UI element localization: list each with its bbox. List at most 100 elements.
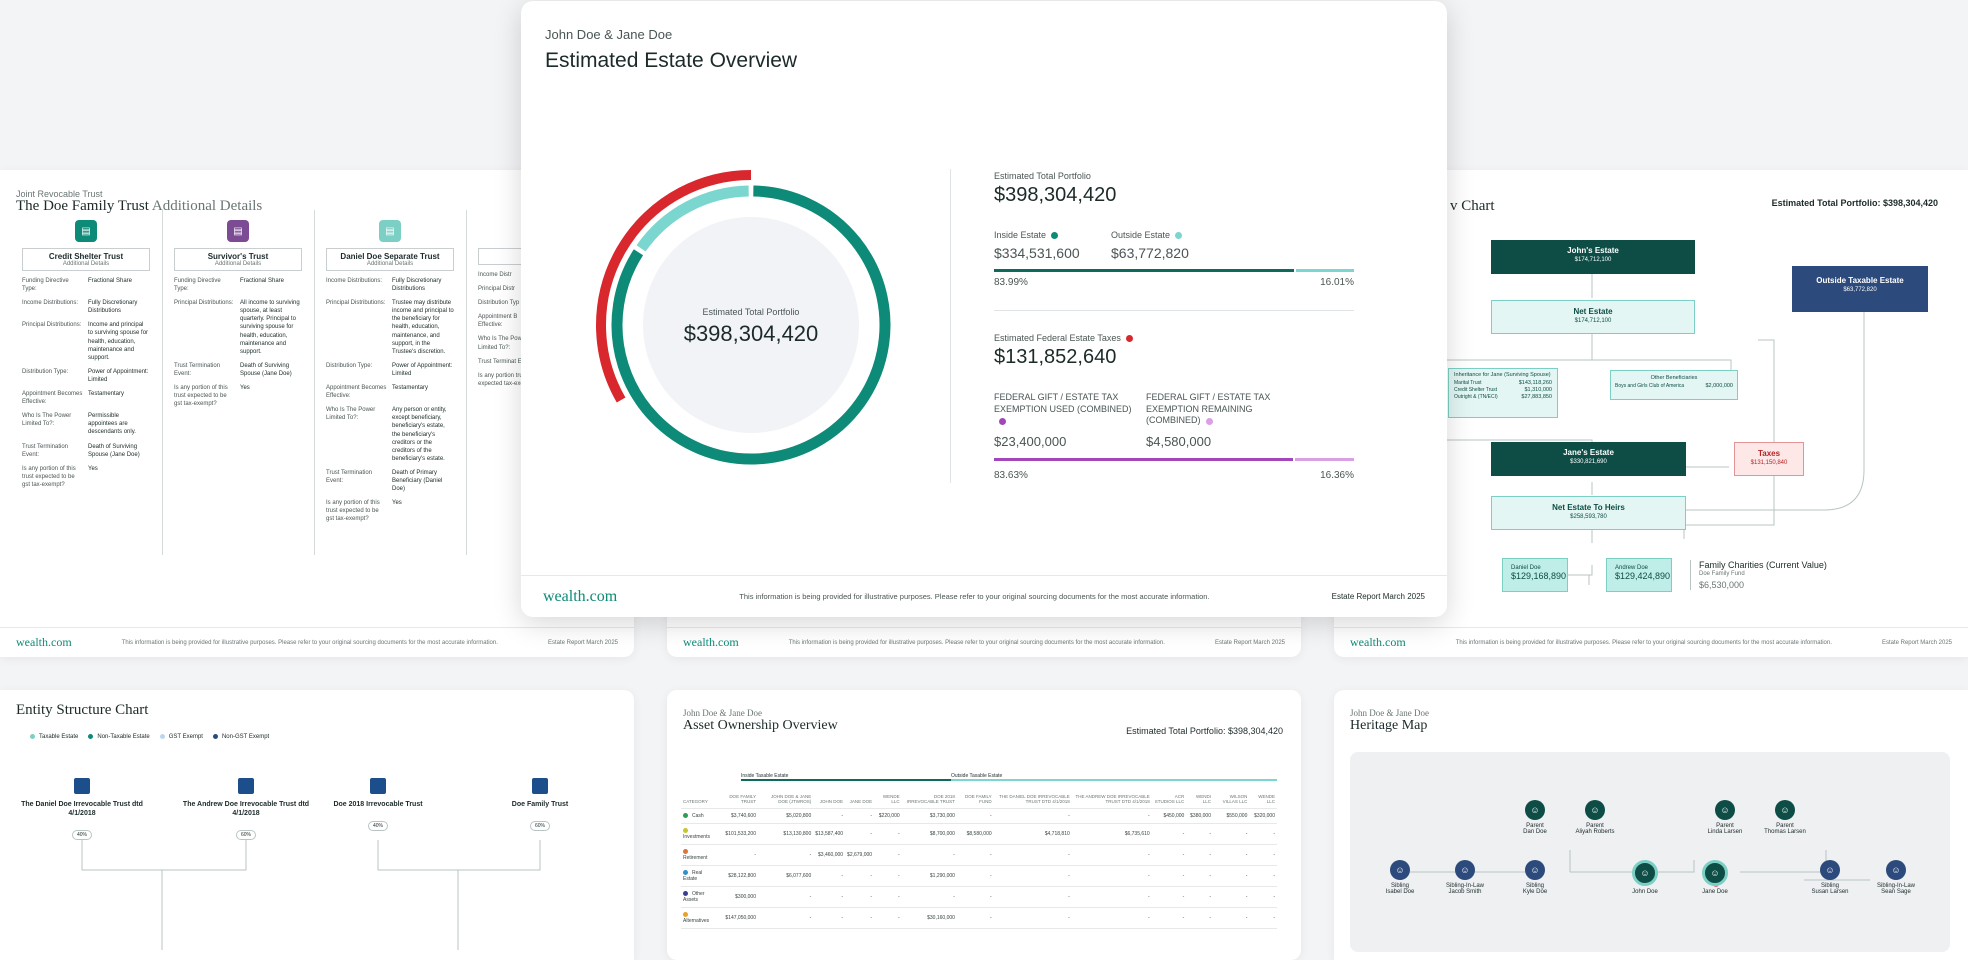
person-node[interactable]: ☺ Parent Aliyah Roberts xyxy=(1560,800,1630,835)
table-cell: $30,160,000 xyxy=(901,907,957,929)
janes-estate-box[interactable]: Jane's Estate $330,821,690 xyxy=(1491,442,1686,476)
person-node[interactable]: ☺ Sibling-In-Law Sean Sage xyxy=(1861,860,1931,895)
person-node[interactable]: ☺ Jane Doe xyxy=(1680,860,1750,895)
person-node[interactable]: ☺ Sibling Susan Larsen xyxy=(1795,860,1865,895)
table-cell: $3,730,000 xyxy=(901,808,957,824)
table-cell: - xyxy=(1071,844,1152,866)
inside-dot xyxy=(1051,232,1059,240)
person-node[interactable]: ☺ Parent Thomas Larsen xyxy=(1750,800,1820,835)
trust-detail-key: Appointment Becomes Effective: xyxy=(22,391,83,406)
entity-node[interactable]: Doe 2018 Irrevocable Trust 40% xyxy=(308,778,448,832)
table-cell: $13,587,400 xyxy=(813,823,846,845)
table-cell: - xyxy=(758,907,814,929)
taxes-box[interactable]: Taxes $131,150,840 xyxy=(1734,442,1804,476)
table-header-cell: ACR STUDIOS LLC xyxy=(1151,790,1187,809)
table-row[interactable]: Real Estate $28,122,800 $6,077,600- - - $1,29… xyxy=(681,865,1277,887)
heirs-box[interactable]: Net Estate To Heirs $258,593,780 xyxy=(1491,496,1686,530)
trust-name: Daniel Doe Separate Trust xyxy=(340,252,440,261)
trust-name-box[interactable]: Credit Shelter Trust Additional Details xyxy=(22,248,150,271)
inheritance-amount: $1,310,000 xyxy=(1524,387,1552,393)
person-name: Susan Larsen xyxy=(1811,889,1849,895)
category-label: Alternatives xyxy=(683,918,710,924)
entity-pct: 60% xyxy=(235,830,256,841)
table-cell: - xyxy=(901,844,957,866)
outside-estate-amount: $63,772,820 xyxy=(1843,287,1877,293)
taxes-amount: $131,150,840 xyxy=(1750,460,1788,466)
category-cell: Cash xyxy=(681,808,718,824)
trust-detail-row: Appointment Becomes Effective: Testamenta… xyxy=(326,384,454,400)
table-row[interactable]: Investments $101,533,200 $13,130,800 $13,58… xyxy=(681,823,1277,845)
table-cell: $1,290,000 xyxy=(901,865,957,887)
janes-estate-amount: $330,821,690 xyxy=(1570,459,1607,465)
estate-overview-card: John Doe & Jane Doe Estimated Estate Ove… xyxy=(521,1,1447,617)
inheritance-box[interactable]: Inheritance for Jane (Surviving Spouse) … xyxy=(1448,368,1558,418)
person-node[interactable]: ☺ Parent Dan Doe xyxy=(1500,800,1570,835)
person-icon: ☺ xyxy=(1525,860,1545,880)
remaining-label: FEDERAL GIFT / ESTATE TAX EXEMPTION REMA… xyxy=(1146,392,1271,426)
other-beneficiaries-box[interactable]: Other Beneficiaries Boys and Girls Club … xyxy=(1610,370,1738,400)
person-node[interactable]: ☺ John Doe xyxy=(1610,860,1680,895)
entity-node[interactable]: The Andrew Doe Irrevocable Trust dtd 4/1… xyxy=(176,778,316,841)
asset-table-body: Cash $3,740,600 $5,020,800- - $220,000 $3,730… xyxy=(681,808,1277,929)
used-pct: 83.63% xyxy=(994,470,1028,481)
person-node[interactable]: ☺ Sibling Isabel Doe xyxy=(1365,860,1435,895)
trust-detail-row: Distribution Type: Power of Appointment: … xyxy=(326,362,454,378)
andrew-label: Andrew Doe xyxy=(1615,565,1649,571)
table-cell: - xyxy=(758,844,814,866)
table-cell: - xyxy=(901,886,957,908)
trust-detail-key: Principal Distr xyxy=(478,286,516,293)
daniel-box[interactable]: Daniel Doe $129,168,890 xyxy=(1502,558,1568,592)
table-cell: - xyxy=(1186,886,1213,908)
legend-label: Taxable Estate xyxy=(39,734,79,741)
category-label: Cash xyxy=(692,813,704,819)
net-estate-amount: $174,712,100 xyxy=(1574,318,1612,324)
table-cell: - xyxy=(845,907,875,929)
entity-node[interactable]: The Daniel Doe Irrevocable Trust dtd 4/1… xyxy=(12,778,152,841)
table-row[interactable]: Alternatives $147,050,000- - - - $30,160,000-… xyxy=(681,907,1277,929)
category-dot xyxy=(683,849,688,855)
person-node[interactable]: ☺ Parent Linda Larsen xyxy=(1690,800,1760,835)
category-dot xyxy=(683,828,688,834)
footer-note: This information is being provided for i… xyxy=(121,639,498,646)
person-icon: ☺ xyxy=(1525,800,1545,820)
table-cell: - xyxy=(1249,865,1277,887)
table-cell: - xyxy=(1213,907,1250,929)
table-row[interactable]: Retirement - - $3,460,000 $2,679,000- - - - - - - -… xyxy=(681,844,1277,866)
net-estate-box[interactable]: Net Estate $174,712,100 xyxy=(1491,300,1695,334)
trust-name-box[interactable]: Daniel Doe Separate Trust Additional Deta… xyxy=(326,248,454,271)
table-cell: - xyxy=(1249,907,1277,929)
table-row[interactable]: Other Assets $300,000- - - - - - - - - - - - xyxy=(681,886,1277,908)
section-divider xyxy=(994,310,1354,311)
entity-icon xyxy=(532,778,548,794)
net-estate-label: Net Estate xyxy=(1573,307,1613,316)
flow-footer: wealth.com This information is being pro… xyxy=(1334,627,1968,657)
table-cell: - xyxy=(717,844,758,866)
category-dot xyxy=(683,891,688,897)
person-node[interactable]: ☺ Sibling-In-Law Jacob Smith xyxy=(1430,860,1500,895)
outside-estate-box[interactable]: Outside Taxable Estate $63,772,820 xyxy=(1792,266,1928,312)
document-icon: ▤ xyxy=(75,220,97,242)
trust-detail-key: Who Is The Power Limited To?: xyxy=(326,407,376,422)
footer-report: Estate Report March 2025 xyxy=(1881,639,1952,646)
daniel-label: Daniel Doe xyxy=(1511,565,1541,571)
table-header-cell: JOHN DOE xyxy=(813,790,846,809)
outside-estate-arc xyxy=(636,185,749,252)
column-divider xyxy=(162,210,163,555)
table-row[interactable]: Cash $3,740,600 $5,020,800- - $220,000 $3,730… xyxy=(681,808,1277,824)
trust-name-box[interactable]: Survivor's Trust Additional Details xyxy=(174,248,302,271)
person-node[interactable]: ☺ Sibling Kyle Doe xyxy=(1500,860,1570,895)
person-icon: ☺ xyxy=(1886,860,1906,880)
table-cell: $320,000 xyxy=(1249,808,1277,824)
table-cell: - xyxy=(956,907,994,929)
johns-estate-box[interactable]: John's Estate $174,712,100 xyxy=(1491,240,1695,274)
table-cell: - xyxy=(1151,886,1187,908)
andrew-box[interactable]: Andrew Doe $129,424,890 xyxy=(1606,558,1672,592)
table-cell: - xyxy=(993,907,1072,929)
entity-node[interactable]: Doe Family Trust 60% xyxy=(470,778,610,832)
table-cell: $450,000 xyxy=(1151,808,1187,824)
legend-dot xyxy=(30,734,35,739)
table-cell: - xyxy=(1213,844,1250,866)
total-value: $398,304,420 xyxy=(994,184,1117,206)
trust-detail-key: Principal Distributions: xyxy=(326,300,386,307)
used-dot xyxy=(999,417,1006,425)
